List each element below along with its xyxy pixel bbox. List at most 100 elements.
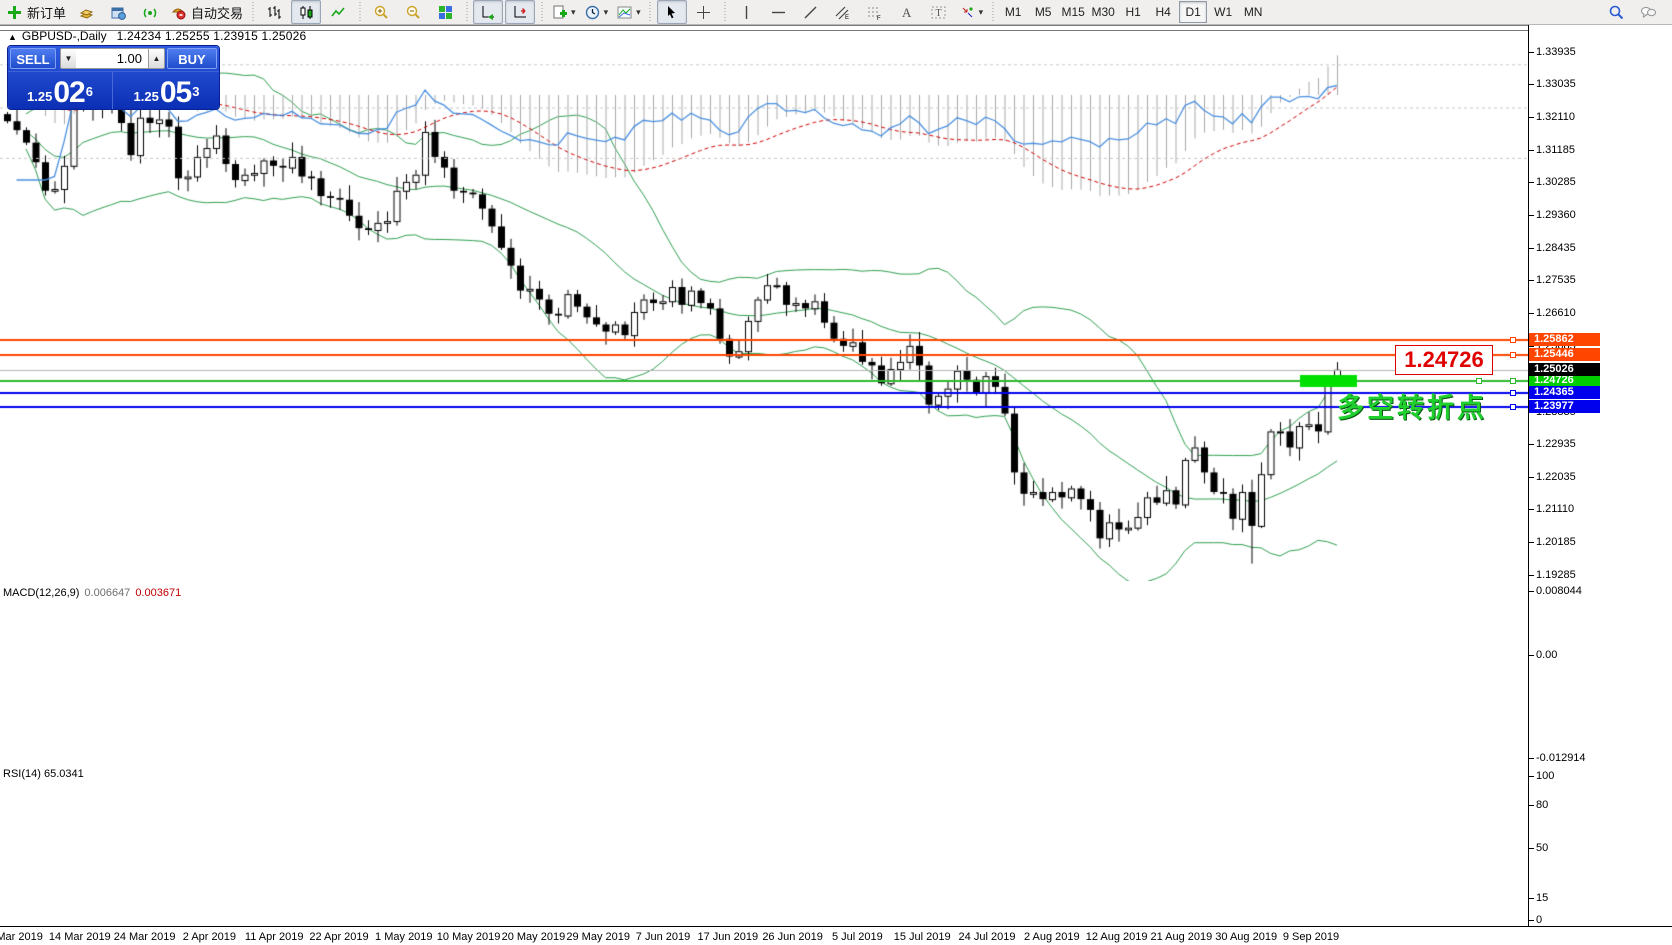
timeframe-button-M1[interactable]: M1 (1004, 5, 1022, 19)
toolbar-button-indicators[interactable]: ▾ (548, 0, 579, 24)
sell-button[interactable]: SELL (10, 48, 56, 69)
toolbar-button-equidistant-channel[interactable]: E (828, 0, 858, 24)
rsi-name-value: RSI(14) 65.0341 (3, 768, 84, 780)
toolbar-button-templates[interactable]: ▾ (613, 0, 644, 24)
line-endpoint-marker[interactable] (1510, 351, 1516, 358)
toolbar-button-crosshair[interactable] (689, 0, 719, 24)
sell-price[interactable]: 1.25 02 6 (8, 72, 113, 109)
price-tick-label: 1.20185 (1529, 536, 1576, 549)
toolbar-separator (721, 2, 729, 22)
toolbar-button-line-chart[interactable] (323, 0, 353, 24)
rsi-tick-label: 80 (1528, 798, 1549, 811)
date-tick-label: 2 Apr 2019 (182, 931, 236, 943)
date-tick-label: 24 Mar 2019 (113, 931, 176, 943)
date-tick-label: 26 Jun 2019 (762, 931, 823, 943)
vertical-line-icon (738, 4, 755, 21)
chart-title: ▲ GBPUSD-,Daily 1.24234 1.25255 1.23915 1.… (8, 29, 306, 43)
rsi-tick-label: 100 (1528, 770, 1555, 782)
date-tick-label: 1 May 2019 (375, 931, 433, 943)
date-tick-label: 22 Apr 2019 (309, 931, 369, 943)
toolbar-button-horizontal-line[interactable] (764, 0, 794, 24)
rsi-pane-canvas[interactable] (0, 25, 1528, 185)
toolbar-button-search[interactable] (1601, 0, 1631, 24)
price-axis-line (1528, 25, 1529, 926)
toolbar-button-arrows[interactable]: ▾ (956, 0, 987, 24)
toolbar-button-fibonacci[interactable]: F (860, 0, 890, 24)
toolbar-button-trendline[interactable] (796, 0, 826, 24)
toolbar-button-text[interactable]: A (892, 0, 922, 24)
date-tick-label: 5 Mar 2019 (0, 931, 43, 943)
volume-increase-button[interactable]: ▲ (148, 48, 165, 69)
toolbar-button-autotrading[interactable]: 自动交易 (167, 0, 246, 24)
collapse-arrow-icon[interactable]: ▲ (8, 32, 17, 42)
toolbar-button-auto-scroll[interactable] (473, 0, 504, 24)
toolbar-button-chart-shift[interactable] (505, 0, 536, 24)
toolbar-button-new-order[interactable]: 新订单 (3, 0, 69, 24)
timeframe-button-M5[interactable]: M5 (1034, 5, 1052, 19)
price-tick-label: 1.26610 (1529, 307, 1576, 320)
date-tick-label: 9 Sep 2019 (1282, 931, 1340, 943)
svg-text:E: E (845, 15, 849, 21)
toolbar-button-chat[interactable] (1633, 0, 1663, 24)
line-endpoint-marker[interactable] (1510, 404, 1516, 411)
toolbar-button-new-chart[interactable] (103, 0, 133, 24)
buy-price-big: 05 (159, 76, 192, 109)
toolbar-button-zoom-out[interactable] (398, 0, 428, 24)
buy-button[interactable]: BUY (167, 48, 217, 69)
rsi-tick-label: 50 (1528, 842, 1549, 854)
chevron-down-icon: ▾ (603, 6, 609, 17)
rsi-label: RSI(14) 65.0341 (3, 768, 84, 780)
timeframe-button-H4[interactable]: H4 (1155, 5, 1171, 19)
toolbar-button-history-book[interactable] (71, 0, 101, 24)
toolbar-button-signal[interactable] (135, 0, 165, 24)
toolbar-button-text-label[interactable]: T (924, 0, 954, 24)
toolbar-button-vertical-line[interactable] (732, 0, 762, 24)
timeframe-button-D1[interactable]: D1 (1179, 1, 1208, 23)
timeframe-button-H1[interactable]: H1 (1125, 5, 1141, 19)
toolbar-separator (249, 2, 257, 22)
sell-price-prefix: 1.25 (27, 89, 53, 104)
line-endpoint-marker[interactable] (1510, 377, 1516, 384)
periods-icon (584, 4, 601, 21)
svg-text:T: T (936, 8, 942, 19)
toolbar-button-zoom-in[interactable] (366, 0, 396, 24)
toolbar-separator (538, 2, 546, 22)
line-endpoint-marker[interactable] (1510, 337, 1516, 344)
line-endpoint-marker[interactable] (1476, 377, 1482, 384)
macd-tick-label: -0.012914 (1529, 751, 1586, 764)
rsi-tick-label: 0 (1528, 914, 1543, 926)
date-tick-label: 14 Mar 2019 (48, 931, 111, 943)
level-price-label: 1.24365 (1529, 386, 1600, 400)
crosshair-icon (695, 4, 712, 21)
date-tick-label: 29 May 2019 (566, 931, 630, 943)
rsi-tick-label: 15 (1528, 892, 1549, 905)
history-book-icon (78, 4, 95, 21)
search-icon (1608, 4, 1625, 21)
toolbar-button-candlestick-chart[interactable] (291, 0, 322, 24)
line-endpoint-marker[interactable] (1510, 390, 1516, 397)
bid-price-label: 1.25026 (1529, 362, 1600, 376)
timeframe-button-W1[interactable]: W1 (1214, 5, 1233, 19)
date-tick-label: 7 Jun 2019 (635, 931, 691, 943)
chevron-down-icon: ▾ (571, 6, 576, 17)
buy-price[interactable]: 1.25 05 3 (114, 72, 219, 109)
toolbar-separator (356, 2, 364, 22)
timeframe-button-M15[interactable]: M15 (1061, 5, 1085, 19)
line-chart-icon (330, 4, 347, 21)
date-tick-label: 15 Jul 2019 (893, 931, 951, 943)
date-tick-label: 10 May 2019 (436, 931, 501, 943)
volume-decrease-button[interactable]: ▼ (60, 48, 77, 69)
toolbar-button-bar-chart[interactable] (259, 0, 289, 24)
toolbar-button-cursor[interactable] (656, 0, 687, 24)
date-tick-label: 30 Aug 2019 (1215, 931, 1278, 943)
toolbar-button-periods[interactable]: ▾ (581, 0, 612, 24)
volume-input[interactable] (76, 48, 148, 69)
pane-splitter-rsi[interactable] (0, 25, 1672, 31)
timeframe-button-M30[interactable]: M30 (1091, 5, 1115, 19)
timeframe-button-MN[interactable]: MN (1243, 5, 1263, 19)
toolbar-button-tile-windows[interactable] (430, 0, 460, 24)
chat-icon (1640, 4, 1657, 21)
price-tick-label: 1.31185 (1529, 144, 1575, 157)
